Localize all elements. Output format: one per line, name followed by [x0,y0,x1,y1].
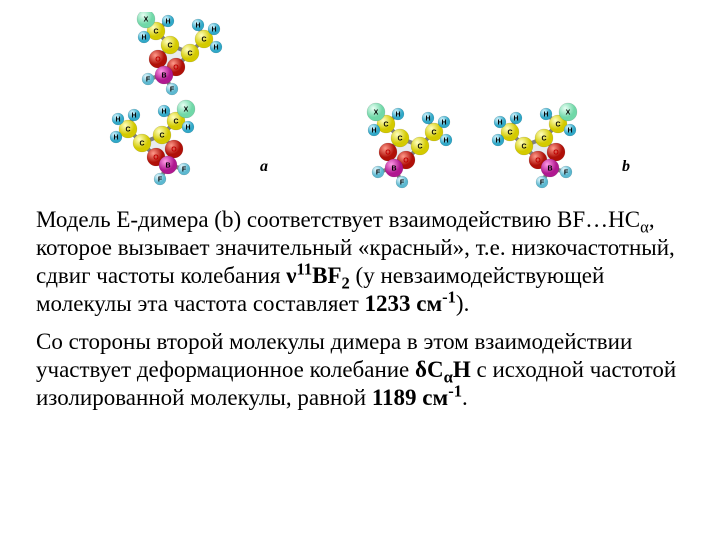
sup: 11 [296,259,312,278]
svg-text:H: H [185,125,190,132]
sup: -1 [442,287,456,306]
svg-text:B: B [165,163,170,170]
text: H [453,357,471,382]
svg-text:H: H [371,128,376,135]
svg-text:O: O [535,158,541,165]
figure-a: OOBCCCCFFHHHHHXOOBCCCCFFHHHHHX a [66,12,268,200]
svg-text:X: X [184,107,189,114]
figure-b: OOBCCCCFFHHHHHXOOBCCCCFFHHHHHX b [328,80,630,200]
svg-text:C: C [507,130,512,137]
svg-text:F: F [540,180,545,187]
svg-text:F: F [170,87,175,94]
svg-text:C: C [521,144,526,151]
svg-text:O: O [553,150,559,157]
svg-text:C: C [201,37,206,44]
text: . [462,385,468,410]
svg-text:H: H [441,120,446,127]
svg-text:O: O [403,158,409,165]
svg-text:H: H [213,45,218,52]
svg-text:C: C [139,141,144,148]
paragraph-2: Со стороны второй молекулы димера в этом… [36,328,684,412]
svg-text:H: H [543,112,548,119]
svg-text:C: C [173,119,178,126]
text: BF [312,263,341,288]
svg-text:H: H [141,35,146,42]
svg-text:F: F [182,167,187,174]
svg-text:F: F [376,170,381,177]
svg-text:C: C [383,122,388,129]
svg-text:C: C [153,29,158,36]
svg-text:C: C [397,136,402,143]
svg-text:C: C [417,144,422,151]
svg-text:H: H [195,23,200,30]
svg-text:H: H [443,138,448,145]
svg-text:C: C [541,136,546,143]
svg-text:B: B [547,166,552,173]
svg-text:H: H [395,112,400,119]
svg-text:F: F [146,77,151,84]
svg-text:H: H [165,19,170,26]
svg-text:C: C [431,130,436,137]
svg-text:C: C [167,43,172,50]
sub: 2 [342,274,350,293]
svg-text:B: B [391,166,396,173]
text: ν [286,263,296,288]
sup: -1 [448,382,462,401]
svg-text:H: H [497,120,502,127]
figure-a-label: a [260,158,268,176]
svg-text:H: H [115,117,120,124]
svg-text:X: X [144,17,149,24]
text: ). [456,291,469,316]
molecule-diagram-a: OOBCCCCFFHHHHHXOOBCCCCFFHHHHHX [66,12,256,200]
svg-text:B: B [161,73,166,80]
text: Модель E-димера (b) соответствует взаимо… [36,207,640,232]
svg-text:X: X [374,110,379,117]
svg-text:H: H [161,109,166,116]
svg-text:C: C [159,133,164,140]
svg-text:H: H [513,116,518,123]
svg-text:C: C [555,122,560,129]
svg-text:X: X [566,110,571,117]
text: 1189 см [372,385,448,410]
paragraph-1: Модель E-димера (b) соответствует взаимо… [36,206,684,318]
svg-text:H: H [567,128,572,135]
molecule-diagram-b: OOBCCCCFFHHHHHXOOBCCCCFFHHHHHX [328,80,618,200]
svg-text:O: O [153,155,159,162]
svg-text:C: C [125,127,130,134]
svg-text:O: O [171,147,177,154]
svg-text:C: C [187,51,192,58]
svg-text:H: H [425,116,430,123]
text: 1233 см [365,291,443,316]
svg-text:F: F [400,180,405,187]
svg-text:H: H [113,135,118,142]
svg-text:H: H [211,27,216,34]
svg-text:O: O [173,65,179,72]
svg-text:F: F [158,177,163,184]
svg-text:H: H [495,138,500,145]
svg-text:O: O [155,57,161,64]
svg-text:F: F [564,170,569,177]
text: δC [415,357,444,382]
svg-text:O: O [385,150,391,157]
figures-row: OOBCCCCFFHHHHHXOOBCCCCFFHHHHHX a OOBCCCC… [66,8,684,200]
figure-b-label: b [622,158,630,176]
sub: α [640,218,649,237]
svg-text:H: H [131,113,136,120]
